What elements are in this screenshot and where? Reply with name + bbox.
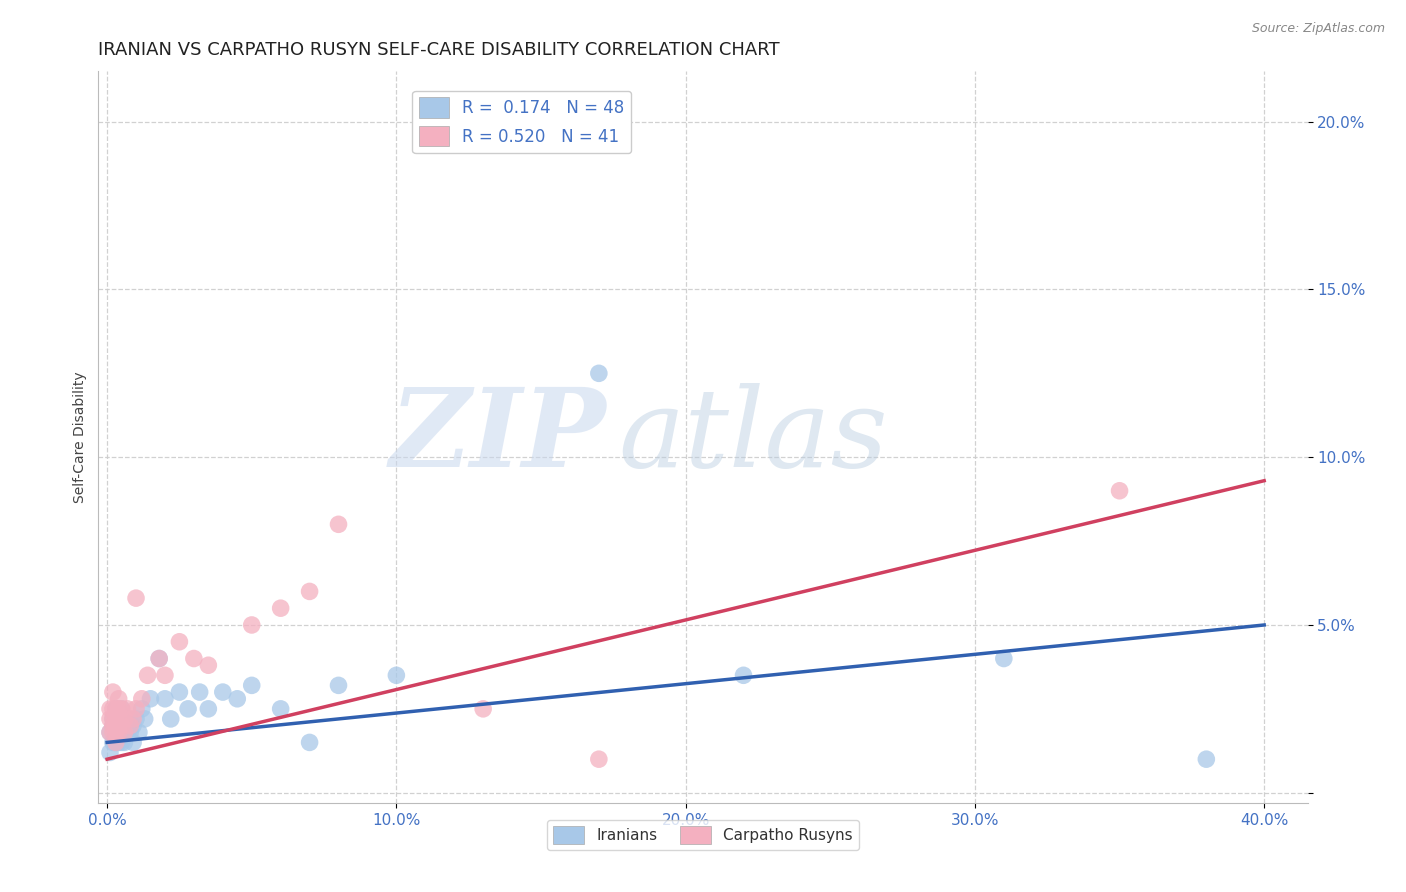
Point (104, 735, 127, 749)
Point (134, 712, 156, 726)
Point (139, 691, 162, 706)
Point (110, 718, 132, 732)
Point (104, 702, 127, 716)
Point (197, 702, 219, 716)
Point (107, 718, 129, 732)
Point (107, 712, 129, 726)
Point (110, 718, 132, 732)
Point (107, 712, 129, 726)
Point (125, 591, 148, 606)
Point (472, 702, 495, 716)
Point (101, 712, 124, 726)
Point (117, 702, 139, 716)
Point (98, 702, 121, 716)
Point (148, 651, 170, 665)
Point (169, 685, 191, 699)
Point (298, 735, 321, 749)
Point (197, 658, 219, 673)
Point (270, 601, 292, 615)
Point (110, 725, 132, 739)
Point (298, 584, 321, 599)
Point (1195, 752, 1218, 766)
Point (128, 725, 150, 739)
Point (98, 746, 121, 760)
Point (117, 718, 139, 732)
Point (120, 712, 142, 726)
Point (125, 702, 148, 716)
Y-axis label: Self-Care Disability: Self-Care Disability (73, 371, 87, 503)
Point (270, 702, 292, 716)
Point (101, 725, 124, 739)
Point (188, 685, 211, 699)
Point (153, 668, 176, 682)
Point (110, 702, 132, 716)
Text: ZIP: ZIP (389, 384, 606, 491)
Point (588, 752, 610, 766)
Point (240, 618, 263, 632)
Text: IRANIAN VS CARPATHO RUSYN SELF-CARE DISABILITY CORRELATION CHART: IRANIAN VS CARPATHO RUSYN SELF-CARE DISA… (98, 41, 780, 59)
Point (114, 725, 136, 739)
Point (211, 685, 233, 699)
Point (226, 691, 249, 706)
Point (131, 691, 153, 706)
Point (104, 735, 127, 749)
Point (114, 735, 136, 749)
Point (101, 718, 124, 732)
Point (104, 712, 127, 726)
Point (107, 735, 129, 749)
Point (993, 651, 1015, 665)
Point (120, 725, 142, 739)
Point (240, 678, 263, 692)
Point (114, 712, 136, 726)
Point (107, 718, 129, 732)
Point (120, 718, 142, 732)
Point (98, 725, 121, 739)
Point (101, 712, 124, 726)
Point (148, 651, 170, 665)
Point (153, 691, 176, 706)
Text: atlas: atlas (619, 384, 889, 491)
Point (104, 702, 127, 716)
Point (733, 668, 755, 682)
Point (328, 517, 350, 532)
Point (169, 634, 191, 648)
Point (117, 725, 139, 739)
Point (107, 691, 129, 706)
Point (114, 725, 136, 739)
Point (114, 712, 136, 726)
Point (125, 712, 148, 726)
Point (1108, 483, 1130, 498)
Point (122, 735, 145, 749)
Point (107, 725, 129, 739)
Point (110, 702, 132, 716)
Point (588, 367, 610, 381)
Point (104, 718, 127, 732)
Point (104, 725, 127, 739)
Point (110, 735, 132, 749)
Point (122, 718, 145, 732)
Point (136, 668, 159, 682)
Point (177, 702, 200, 716)
Point (131, 702, 153, 716)
Point (98, 725, 121, 739)
Point (122, 712, 145, 726)
Point (98, 712, 121, 726)
Point (104, 725, 127, 739)
Point (101, 702, 124, 716)
Point (183, 651, 205, 665)
Point (101, 685, 124, 699)
Point (101, 735, 124, 749)
Text: Source: ZipAtlas.com: Source: ZipAtlas.com (1251, 22, 1385, 36)
Point (101, 718, 124, 732)
Legend: Iranians, Carpatho Rusyns: Iranians, Carpatho Rusyns (547, 820, 859, 850)
Point (385, 668, 408, 682)
Point (159, 712, 181, 726)
Point (104, 718, 127, 732)
Point (328, 678, 350, 692)
Point (107, 702, 129, 716)
